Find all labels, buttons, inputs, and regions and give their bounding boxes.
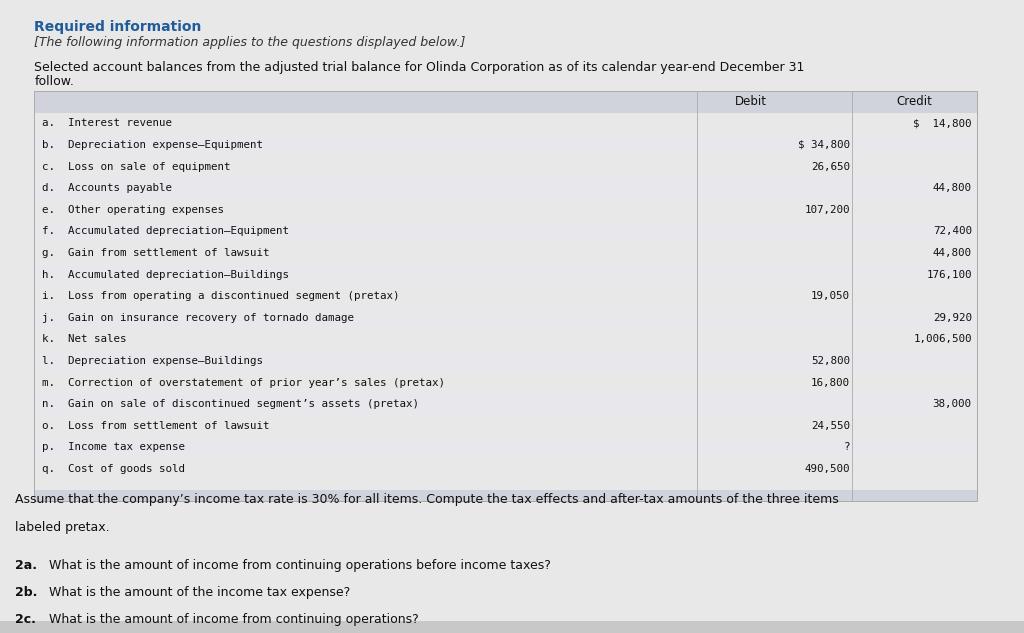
Text: e.  Other operating expenses: e. Other operating expenses bbox=[42, 205, 224, 215]
Text: g.  Gain from settlement of lawsuit: g. Gain from settlement of lawsuit bbox=[42, 248, 269, 258]
Text: o.  Loss from settlement of lawsuit: o. Loss from settlement of lawsuit bbox=[42, 421, 269, 431]
Text: Required information: Required information bbox=[34, 20, 202, 34]
Text: Selected account balances from the adjusted trial balance for Olinda Corporation: Selected account balances from the adjus… bbox=[34, 61, 805, 74]
Text: $  14,800: $ 14,800 bbox=[913, 118, 972, 128]
Text: m.  Correction of overstatement of prior year’s sales (pretax): m. Correction of overstatement of prior … bbox=[42, 378, 445, 387]
Bar bbox=[34, 350, 977, 372]
Text: 490,500: 490,500 bbox=[804, 464, 850, 474]
Text: 26,650: 26,650 bbox=[811, 161, 850, 172]
Text: 38,000: 38,000 bbox=[933, 399, 972, 409]
Text: What is the amount of income from continuing operations before income taxes?: What is the amount of income from contin… bbox=[49, 558, 551, 572]
Text: 24,550: 24,550 bbox=[811, 421, 850, 431]
Text: What is the amount of the income tax expense?: What is the amount of the income tax exp… bbox=[49, 586, 350, 599]
Text: l.  Depreciation expense–Buildings: l. Depreciation expense–Buildings bbox=[42, 356, 263, 366]
Text: f.  Accumulated depreciation–Equipment: f. Accumulated depreciation–Equipment bbox=[42, 227, 289, 236]
Text: i.  Loss from operating a discontinued segment (pretax): i. Loss from operating a discontinued se… bbox=[42, 291, 399, 301]
Text: 72,400: 72,400 bbox=[933, 227, 972, 236]
Text: 2b.: 2b. bbox=[15, 586, 38, 599]
Text: n.  Gain on sale of discontinued segment’s assets (pretax): n. Gain on sale of discontinued segment’… bbox=[42, 399, 419, 409]
Text: p.  Income tax expense: p. Income tax expense bbox=[42, 442, 185, 453]
Bar bbox=[0, 622, 1024, 633]
Bar bbox=[34, 91, 977, 113]
Text: 1,006,500: 1,006,500 bbox=[913, 334, 972, 344]
Bar bbox=[34, 177, 977, 199]
Bar bbox=[34, 264, 977, 285]
Text: 2c.: 2c. bbox=[15, 613, 36, 626]
Text: q.  Cost of goods sold: q. Cost of goods sold bbox=[42, 464, 185, 474]
Bar bbox=[34, 91, 977, 501]
Text: 29,920: 29,920 bbox=[933, 313, 972, 323]
Text: What is the amount of income from continuing operations?: What is the amount of income from contin… bbox=[49, 613, 419, 626]
Bar bbox=[34, 437, 977, 458]
Text: b.  Depreciation expense–Equipment: b. Depreciation expense–Equipment bbox=[42, 140, 263, 150]
Text: c.  Loss on sale of equipment: c. Loss on sale of equipment bbox=[42, 161, 230, 172]
Bar bbox=[34, 134, 977, 156]
Bar bbox=[34, 489, 977, 501]
Text: $ 34,800: $ 34,800 bbox=[798, 140, 850, 150]
Text: h.  Accumulated depreciation–Buildings: h. Accumulated depreciation–Buildings bbox=[42, 270, 289, 280]
Text: labeled pretax.: labeled pretax. bbox=[15, 522, 110, 534]
Text: [The following information applies to the questions displayed below.]: [The following information applies to th… bbox=[34, 36, 466, 49]
Text: Credit: Credit bbox=[896, 96, 932, 108]
Text: Assume that the company’s income tax rate is 30% for all items. Compute the tax : Assume that the company’s income tax rat… bbox=[15, 494, 839, 506]
Text: 52,800: 52,800 bbox=[811, 356, 850, 366]
Text: 176,100: 176,100 bbox=[927, 270, 972, 280]
Text: j.  Gain on insurance recovery of tornado damage: j. Gain on insurance recovery of tornado… bbox=[42, 313, 354, 323]
Bar bbox=[34, 221, 977, 242]
Bar bbox=[34, 393, 977, 415]
Text: 44,800: 44,800 bbox=[933, 248, 972, 258]
Text: 107,200: 107,200 bbox=[804, 205, 850, 215]
Text: a.  Interest revenue: a. Interest revenue bbox=[42, 118, 172, 128]
Bar bbox=[34, 307, 977, 329]
Text: k.  Net sales: k. Net sales bbox=[42, 334, 127, 344]
Text: d.  Accounts payable: d. Accounts payable bbox=[42, 183, 172, 193]
Text: 16,800: 16,800 bbox=[811, 378, 850, 387]
Text: 19,050: 19,050 bbox=[811, 291, 850, 301]
Text: 44,800: 44,800 bbox=[933, 183, 972, 193]
Text: Debit: Debit bbox=[735, 96, 767, 108]
Text: follow.: follow. bbox=[34, 75, 74, 89]
Text: ?: ? bbox=[844, 442, 850, 453]
Text: 2a.: 2a. bbox=[15, 558, 37, 572]
